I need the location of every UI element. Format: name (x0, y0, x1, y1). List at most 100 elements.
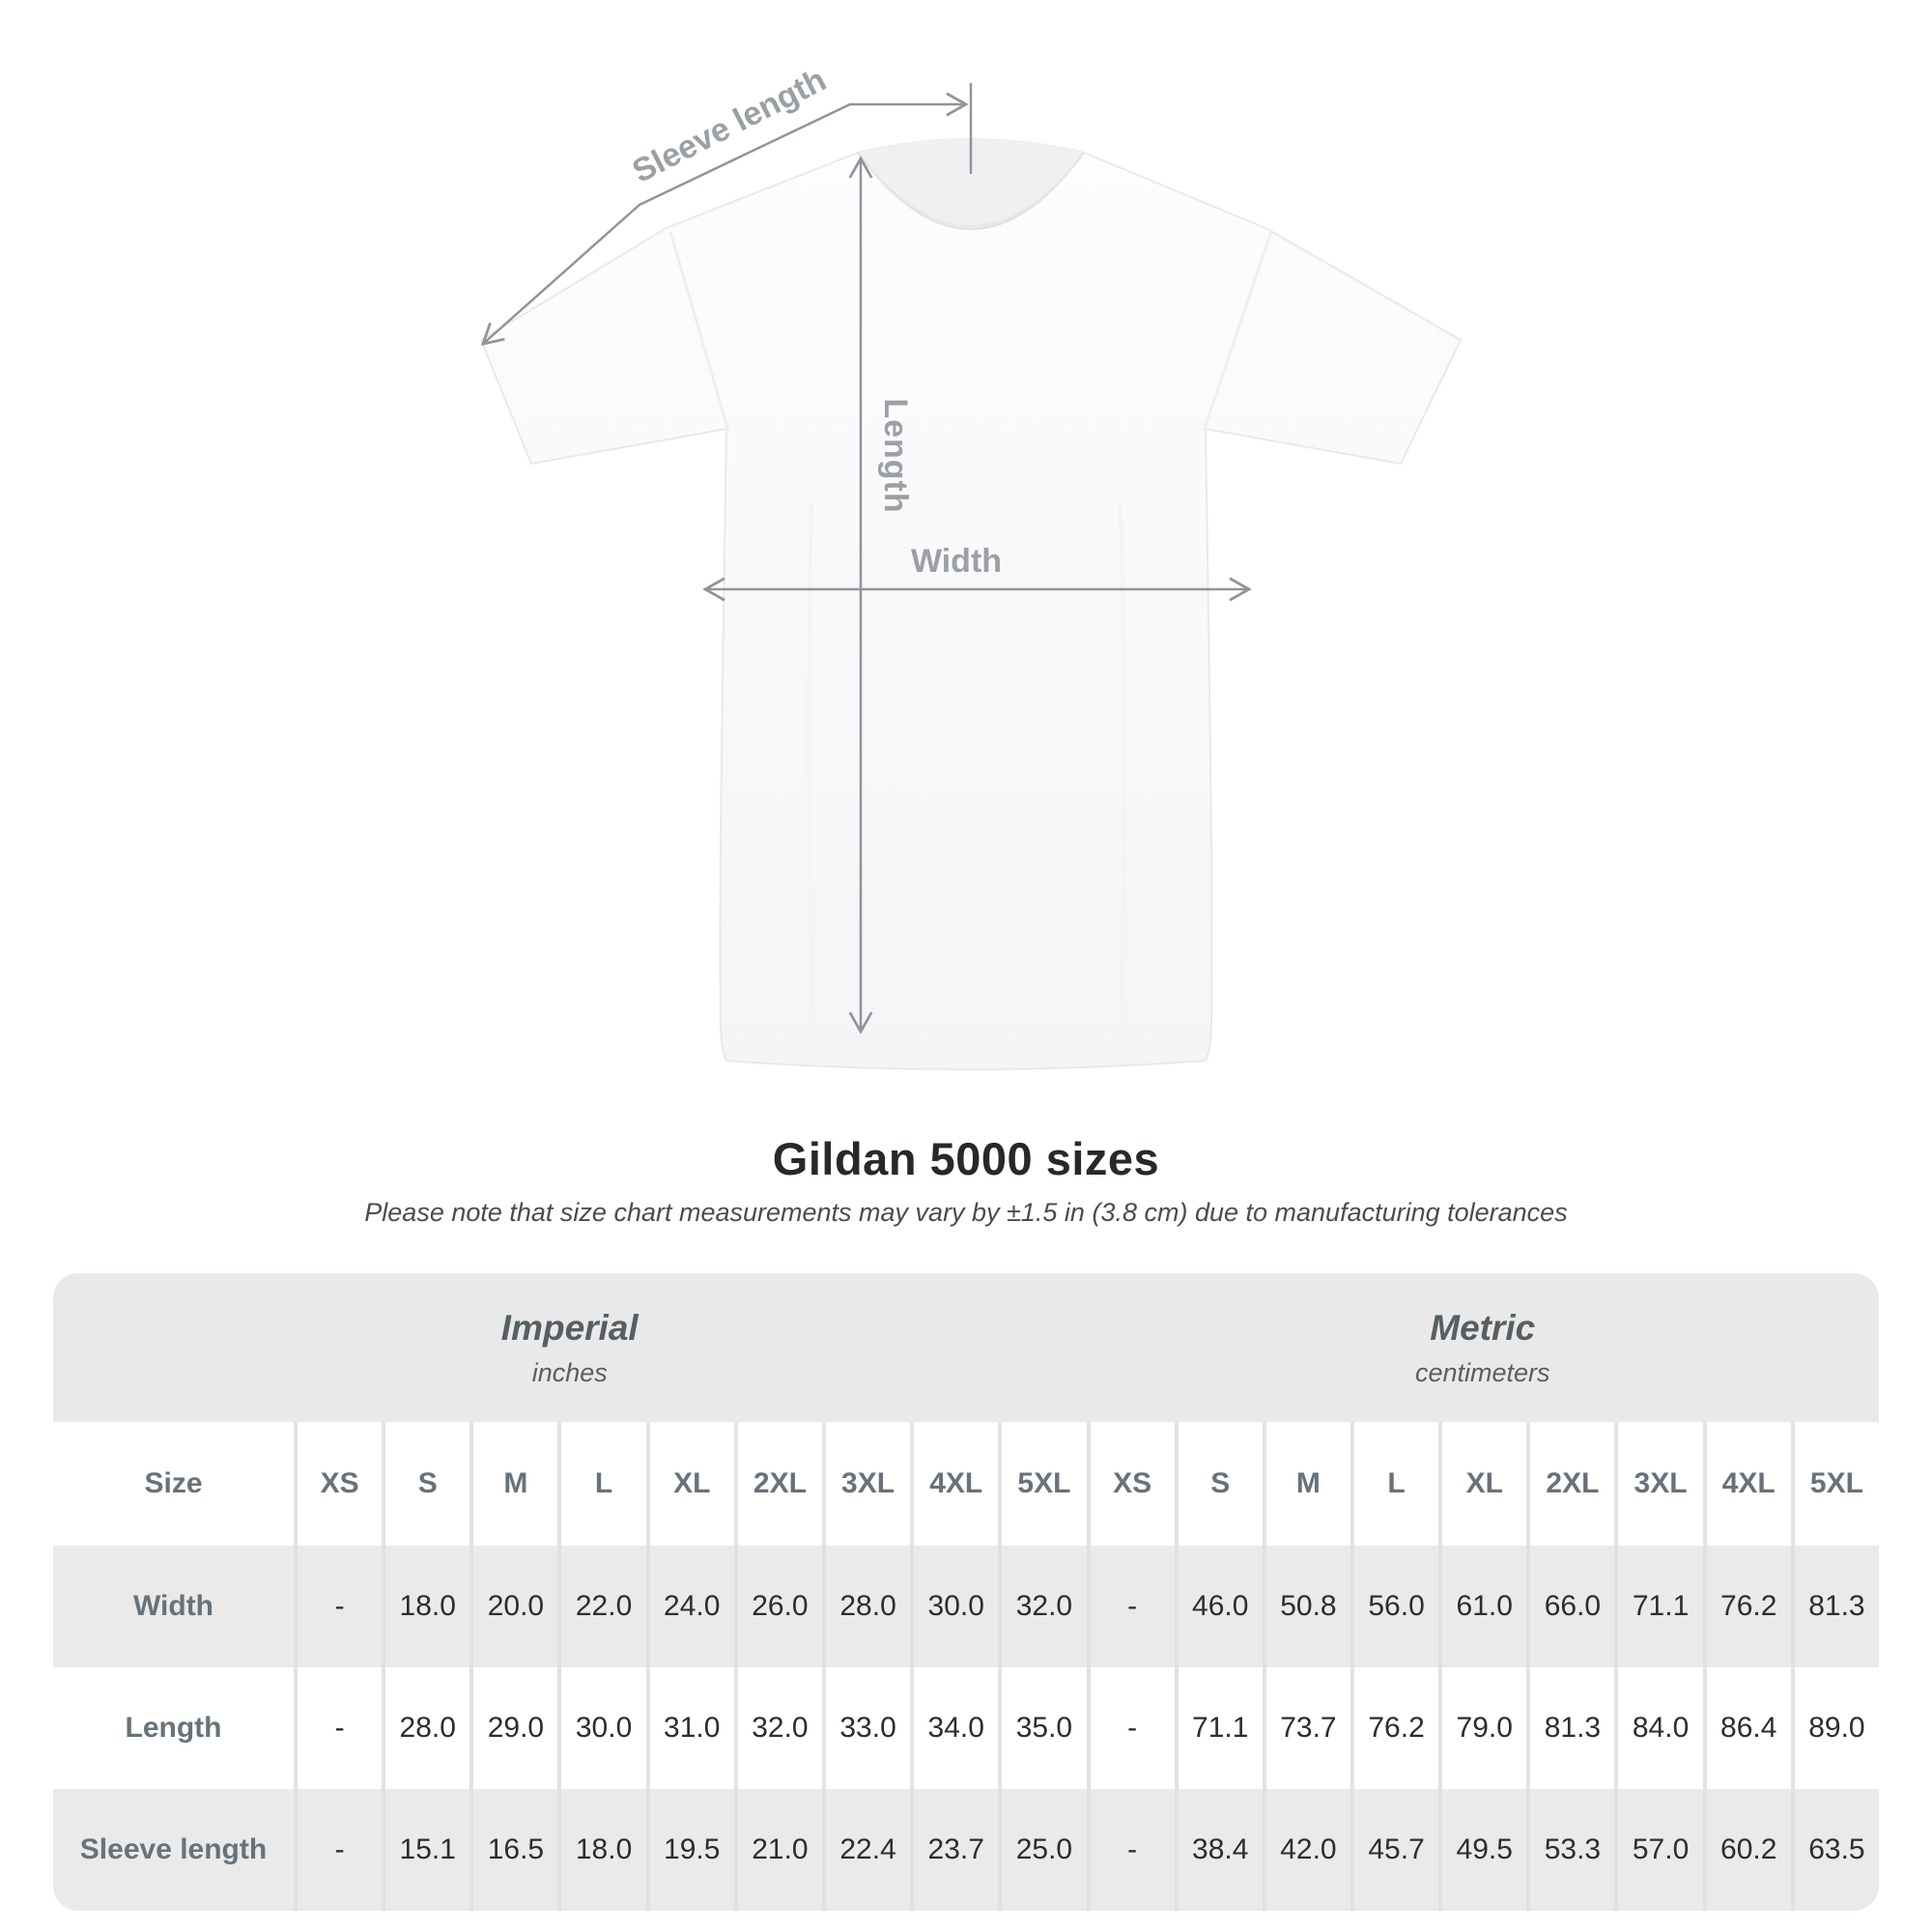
metric-values: -46.0 50.8 56.0 61.0 66.0 71.1 76.2 81.3 (1086, 1546, 1880, 1667)
tshirt-wrinkle (1119, 501, 1126, 1025)
table-cell: 18.0 (382, 1546, 469, 1667)
row-label: Length (125, 1712, 222, 1744)
table-cell: - (1086, 1667, 1175, 1789)
table-cell: XL (645, 1422, 734, 1546)
table-cell: 32.0 (998, 1546, 1086, 1667)
table-cell: 71.1 (1614, 1546, 1702, 1667)
sleeve-length-arrow (480, 92, 969, 346)
sleeve-length-label: Sleeve length (627, 62, 833, 190)
table-cell: - (1086, 1789, 1175, 1911)
table-cell: 5XL (1790, 1422, 1879, 1546)
imperial-values: -18.0 20.0 22.0 24.0 26.0 28.0 30.0 32.0 (294, 1546, 1087, 1667)
metric-values: -38.4 42.0 45.7 49.5 53.3 57.0 60.2 63.5 (1086, 1789, 1880, 1911)
table-cell: 46.0 (1174, 1546, 1263, 1667)
table-cell: 57.0 (1614, 1789, 1702, 1911)
table-cell: 28.0 (821, 1546, 910, 1667)
table-cell: - (294, 1546, 382, 1667)
width-label: Width (911, 543, 1002, 580)
table-cell: 32.0 (733, 1667, 822, 1789)
table-cell: 2XL (1526, 1422, 1614, 1546)
table-cell: M (1262, 1422, 1350, 1546)
table-cell: S (1174, 1422, 1263, 1546)
tshirt-right-sleeve-seam (1202, 231, 1273, 432)
tshirt-wrinkle (807, 501, 815, 1025)
table-cell: XS (1086, 1422, 1175, 1546)
table-cell: 3XL (821, 1422, 910, 1546)
table-row-width: Width -18.0 20.0 22.0 24.0 26.0 28.0 30.0 32.0 … (53, 1546, 1879, 1667)
table-cell: 56.0 (1350, 1546, 1438, 1667)
table-cell: 73.7 (1262, 1667, 1350, 1789)
table-cell: 49.5 (1438, 1789, 1526, 1911)
table-cell: 23.7 (910, 1789, 998, 1911)
unit-group-metric: Metric centimeters (1087, 1273, 1880, 1422)
table-cell: 76.2 (1702, 1546, 1791, 1667)
table-cell: - (1086, 1546, 1175, 1667)
table-row-sleeve-length: Sleeve length -15.1 16.5 18.0 19.5 21.0 22.4 2… (53, 1789, 1879, 1911)
table-cell: - (294, 1667, 382, 1789)
table-cell: 28.0 (382, 1667, 469, 1789)
table-cell: XS (294, 1422, 382, 1546)
tshirt-shape (479, 138, 1463, 1070)
table-cell: 89.0 (1790, 1667, 1879, 1789)
table-cell: 24.0 (645, 1546, 734, 1667)
table-cell: 20.0 (469, 1546, 557, 1667)
table-cell: 2XL (733, 1422, 822, 1546)
metric-values: -71.1 73.7 76.2 79.0 81.3 84.0 86.4 89.0 (1086, 1667, 1880, 1789)
table-cell: XL (1438, 1422, 1526, 1546)
table-cell: 25.0 (998, 1789, 1086, 1911)
row-label: Width (132, 1590, 214, 1622)
table-cell: 71.1 (1174, 1667, 1263, 1789)
page-subtitle: Please note that size chart measurements… (364, 1198, 1568, 1227)
table-cell: 42.0 (1262, 1789, 1350, 1911)
table-cell: 16.5 (469, 1789, 557, 1911)
imperial-values: -28.0 29.0 30.0 31.0 32.0 33.0 34.0 35.0 (294, 1667, 1087, 1789)
table-cell: 30.0 (910, 1546, 998, 1667)
table-cell: 66.0 (1526, 1546, 1614, 1667)
table-cell: M (469, 1422, 557, 1546)
table-cell: 86.4 (1702, 1667, 1791, 1789)
table-cell: 19.5 (645, 1789, 734, 1911)
page-title: Gildan 5000 sizes (772, 1133, 1160, 1184)
table-cell: 30.0 (557, 1667, 645, 1789)
table-cell: 38.4 (1174, 1789, 1263, 1911)
table-cell: 60.2 (1702, 1789, 1791, 1911)
table-cell: 79.0 (1438, 1667, 1526, 1789)
table-cell: 22.4 (821, 1789, 910, 1911)
table-cell: 26.0 (733, 1546, 822, 1667)
metric-size-headers: XS S M L XL 2XL 3XL 4XL 5XL (1086, 1422, 1880, 1546)
unit-group-label: Metric (1430, 1307, 1536, 1348)
table-cell: 22.0 (557, 1546, 645, 1667)
table-row-length: Length -28.0 29.0 30.0 31.0 32.0 33.0 34.0 35.0… (53, 1667, 1879, 1789)
table-cell: S (382, 1422, 469, 1546)
table-cell: 84.0 (1614, 1667, 1702, 1789)
table-cell: 18.0 (557, 1789, 645, 1911)
table-cell: 45.7 (1350, 1789, 1438, 1911)
table-cell: 31.0 (645, 1667, 734, 1789)
imperial-values: -15.1 16.5 18.0 19.5 21.0 22.4 23.7 25.0 (294, 1789, 1087, 1911)
table-cell: L (557, 1422, 645, 1546)
table-cell: 21.0 (733, 1789, 822, 1911)
table-cell: 29.0 (469, 1667, 557, 1789)
table-cell: 15.1 (382, 1789, 469, 1911)
table-cell: 34.0 (910, 1667, 998, 1789)
table-cell: 81.3 (1526, 1667, 1614, 1789)
table-cell: 4XL (910, 1422, 998, 1546)
tshirt-diagram: Sleeve length Length Width (479, 62, 1463, 1070)
table-cell: 5XL (998, 1422, 1086, 1546)
table-cell: 76.2 (1350, 1667, 1438, 1789)
table-cell: - (294, 1789, 382, 1911)
table-cell: 81.3 (1790, 1546, 1879, 1667)
imperial-size-headers: XS S M L XL 2XL 3XL 4XL 5XL (294, 1422, 1087, 1546)
unit-group-label: Imperial (500, 1307, 639, 1348)
row-label: Sleeve length (79, 1833, 268, 1865)
table-cell: 33.0 (821, 1667, 910, 1789)
table-cell: 50.8 (1262, 1546, 1350, 1667)
size-column-header: Size (144, 1467, 203, 1499)
table-cell: 61.0 (1438, 1546, 1526, 1667)
unit-group-sublabel: inches (531, 1357, 608, 1387)
table-cell: 35.0 (998, 1667, 1086, 1789)
table-cell: 4XL (1702, 1422, 1791, 1546)
unit-band: Imperial inches Metric centimeters (53, 1273, 1879, 1422)
unit-group-imperial: Imperial inches (53, 1273, 1087, 1422)
